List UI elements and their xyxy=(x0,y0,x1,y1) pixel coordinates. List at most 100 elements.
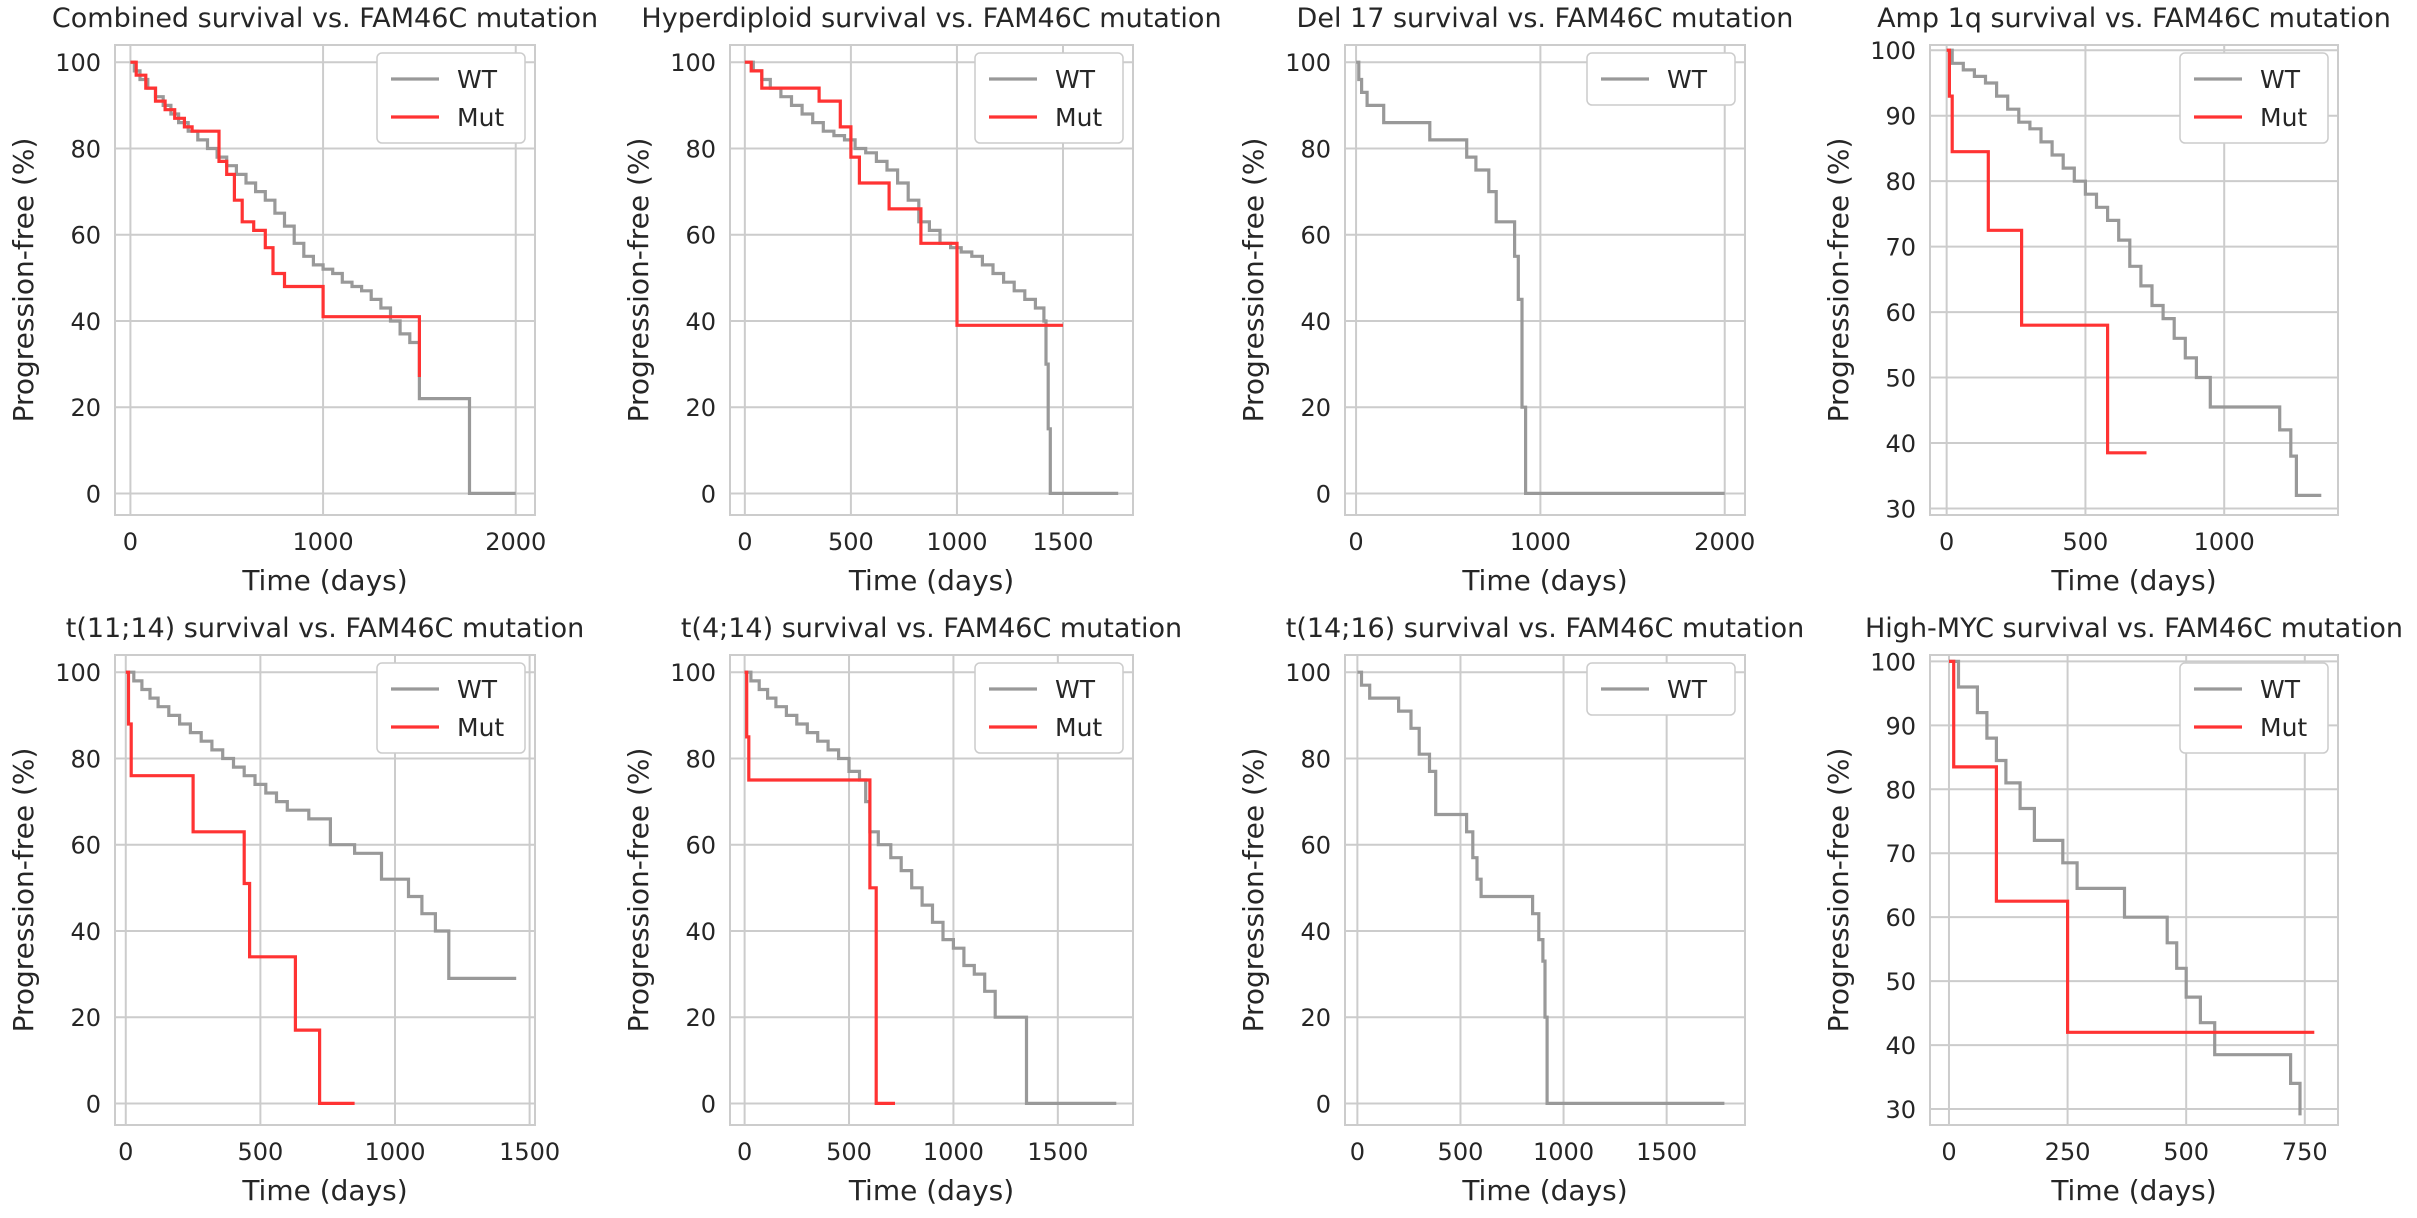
axes-frame xyxy=(729,654,1134,1126)
y-tick-label: 60 xyxy=(70,832,101,860)
y-axis-label: Progression-free (%) xyxy=(1822,138,1855,423)
chart-title: High-MYC survival vs. FAM46C mutation xyxy=(1865,613,2403,644)
legend: WT Mut xyxy=(2179,662,2329,754)
x-tick-label: 0 xyxy=(737,528,752,556)
axes-frame xyxy=(1344,44,1746,516)
y-tick-label: 40 xyxy=(685,918,716,946)
chart-panel-7: 0 500 1000 1500 0 20 40 60 80 100 t(14;16) surviva… xyxy=(1237,613,1804,1207)
y-axis-label: Progression-free (%) xyxy=(1237,748,1270,1033)
series-line-mut xyxy=(1949,659,2315,1034)
y-tick-label: 20 xyxy=(685,1004,716,1032)
series-line-mut xyxy=(130,60,421,377)
chart-title: Del 17 survival vs. FAM46C mutation xyxy=(1297,3,1794,34)
y-tick-label: 20 xyxy=(1300,394,1331,422)
legend: WT Mut xyxy=(974,52,1124,144)
y-tick-label: 100 xyxy=(55,49,101,77)
legend-label-mut: Mut xyxy=(457,713,504,742)
x-axis-label: Time (days) xyxy=(1461,564,1627,597)
y-tick-label: 50 xyxy=(1885,365,1916,393)
y-tick-label: 0 xyxy=(86,480,101,508)
y-tick-label: 70 xyxy=(1885,234,1916,262)
x-tick-label: 1000 xyxy=(1533,1138,1594,1166)
x-tick-label: 1500 xyxy=(499,1138,560,1166)
legend-box xyxy=(1586,662,1736,716)
legend-box xyxy=(974,662,1124,754)
y-tick-label: 40 xyxy=(70,918,101,946)
legend-box xyxy=(376,52,526,144)
x-axis-label: Time (days) xyxy=(1461,1174,1627,1207)
legend-box xyxy=(1586,52,1736,106)
y-axis-label: Progression-free (%) xyxy=(1822,748,1855,1033)
y-tick-label: 100 xyxy=(1285,49,1331,77)
x-tick-label: 1000 xyxy=(364,1138,425,1166)
y-tick-label: 30 xyxy=(1885,495,1916,523)
axes-frame xyxy=(114,44,536,516)
legend: WT xyxy=(1586,662,1736,716)
chart-panel-1: 0 1000 2000 0 20 40 60 80 100 Combined survival v… xyxy=(7,3,598,597)
legend-label-mut: Mut xyxy=(1055,713,1102,742)
legend-box xyxy=(376,662,526,754)
y-tick-label: 40 xyxy=(1885,1032,1916,1060)
x-tick-label: 1500 xyxy=(1032,528,1093,556)
x-tick-label: 500 xyxy=(1438,1138,1484,1166)
y-tick-label: 80 xyxy=(1300,135,1331,163)
y-tick-label: 90 xyxy=(1885,103,1916,131)
x-tick-label: 0 xyxy=(1350,1138,1365,1166)
legend-label-wt: WT xyxy=(2260,65,2301,94)
y-tick-label: 60 xyxy=(685,222,716,250)
series-line-wt xyxy=(125,670,517,980)
x-tick-label: 0 xyxy=(737,1138,752,1166)
y-tick-label: 80 xyxy=(685,135,716,163)
legend-box xyxy=(2179,662,2329,754)
chart-panel-6: 0 500 1000 1500 0 20 40 60 80 100 t(4;14) survival… xyxy=(622,613,1182,1207)
y-axis-label: Progression-free (%) xyxy=(622,748,655,1033)
series-line-wt xyxy=(1357,670,1725,1105)
x-tick-label: 0 xyxy=(123,528,138,556)
legend: WT Mut xyxy=(974,662,1124,754)
chart-title: t(4;14) survival vs. FAM46C mutation xyxy=(681,613,1182,644)
legend-label-mut: Mut xyxy=(1055,103,1102,132)
chart-title: Combined survival vs. FAM46C mutation xyxy=(52,3,598,34)
x-tick-label: 1000 xyxy=(293,528,354,556)
plot-area xyxy=(1345,45,1745,515)
x-axis-label: Time (days) xyxy=(848,1174,1014,1207)
y-tick-label: 20 xyxy=(70,394,101,422)
x-tick-label: 500 xyxy=(2163,1138,2209,1166)
y-tick-label: 90 xyxy=(1885,712,1916,740)
y-tick-label: 40 xyxy=(1885,430,1916,458)
x-tick-label: 2000 xyxy=(1694,528,1755,556)
legend-label-wt: WT xyxy=(1055,675,1096,704)
plot-area xyxy=(1345,655,1745,1125)
series-line-wt xyxy=(744,60,1119,495)
chart-title: Hyperdiploid survival vs. FAM46C mutatio… xyxy=(641,3,1221,34)
axes-frame xyxy=(729,44,1134,516)
series-line-wt xyxy=(1356,60,1725,495)
series-line-wt xyxy=(1949,659,2302,1116)
x-tick-label: 1000 xyxy=(1510,528,1571,556)
y-tick-label: 80 xyxy=(685,745,716,773)
x-tick-label: 500 xyxy=(828,528,874,556)
y-tick-label: 40 xyxy=(1300,308,1331,336)
y-tick-label: 20 xyxy=(1300,1004,1331,1032)
chart-title: t(11;14) survival vs. FAM46C mutation xyxy=(66,613,585,644)
x-tick-label: 500 xyxy=(237,1138,283,1166)
y-tick-label: 0 xyxy=(701,480,716,508)
series-line-mut xyxy=(744,670,895,1105)
legend: WT Mut xyxy=(376,662,526,754)
y-tick-label: 100 xyxy=(1870,37,1916,65)
chart-panel-2: 0 500 1000 1500 0 20 40 60 80 100 Hyperdiploid sur… xyxy=(622,3,1222,597)
x-tick-label: 500 xyxy=(2063,528,2109,556)
y-tick-label: 100 xyxy=(670,659,716,687)
chart-panel-4: 0 500 1000 30 40 50 60 70 80 90 100 Amp 1q survival… xyxy=(1822,3,2391,597)
y-axis-label: Progression-free (%) xyxy=(1237,138,1270,423)
y-tick-label: 60 xyxy=(1300,222,1331,250)
series-line-wt xyxy=(1946,48,2322,497)
legend: WT Mut xyxy=(2179,52,2329,144)
chart-title: t(14;16) survival vs. FAM46C mutation xyxy=(1286,613,1805,644)
x-tick-label: 1000 xyxy=(926,528,987,556)
x-tick-label: 750 xyxy=(2282,1138,2328,1166)
y-tick-label: 0 xyxy=(86,1090,101,1118)
y-tick-label: 100 xyxy=(1870,648,1916,676)
x-tick-label: 1000 xyxy=(923,1138,984,1166)
